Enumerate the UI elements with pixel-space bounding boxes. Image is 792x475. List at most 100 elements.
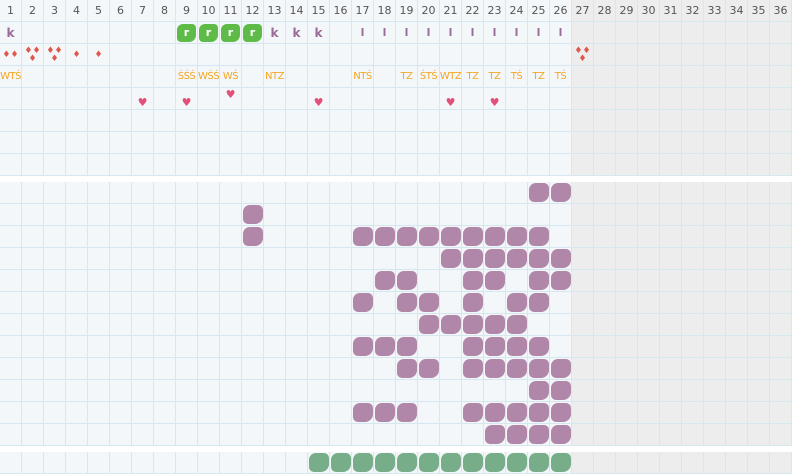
day-cell[interactable]: [660, 110, 682, 132]
day-cell[interactable]: [352, 204, 374, 226]
day-cell[interactable]: [242, 292, 264, 314]
day-cell[interactable]: [616, 424, 638, 446]
day-cell[interactable]: [748, 226, 770, 248]
day-cell[interactable]: [462, 452, 484, 474]
day-cell[interactable]: [418, 402, 440, 424]
day-cell[interactable]: [396, 336, 418, 358]
day-cell[interactable]: [176, 270, 198, 292]
day-cell[interactable]: [726, 132, 748, 154]
day-cell[interactable]: [462, 44, 484, 66]
day-cell[interactable]: [264, 336, 286, 358]
day-cell[interactable]: [374, 270, 396, 292]
day-cell[interactable]: [154, 402, 176, 424]
day-cell[interactable]: [352, 182, 374, 204]
day-cell[interactable]: [440, 132, 462, 154]
day-cell[interactable]: [462, 336, 484, 358]
day-cell[interactable]: [528, 154, 550, 176]
day-cell[interactable]: r: [198, 22, 220, 44]
day-cell[interactable]: ♦: [66, 44, 88, 66]
day-cell[interactable]: [550, 182, 572, 204]
day-cell[interactable]: [440, 380, 462, 402]
day-cell[interactable]: [506, 380, 528, 402]
day-cell[interactable]: [154, 380, 176, 402]
day-cell[interactable]: [374, 248, 396, 270]
day-cell[interactable]: [506, 270, 528, 292]
day-cell[interactable]: [22, 402, 44, 424]
day-cell[interactable]: [286, 380, 308, 402]
day-cell[interactable]: [418, 380, 440, 402]
day-cell[interactable]: [198, 248, 220, 270]
day-cell[interactable]: [572, 358, 594, 380]
day-cell[interactable]: [572, 22, 594, 44]
day-cell[interactable]: [330, 132, 352, 154]
day-cell[interactable]: [374, 154, 396, 176]
day-cell[interactable]: [198, 110, 220, 132]
day-cell[interactable]: [330, 88, 352, 110]
day-cell[interactable]: [484, 380, 506, 402]
day-cell[interactable]: [44, 336, 66, 358]
day-cell[interactable]: [528, 292, 550, 314]
day-cell[interactable]: [550, 270, 572, 292]
day-cell[interactable]: [22, 204, 44, 226]
day-cell[interactable]: [374, 336, 396, 358]
day-cell[interactable]: [374, 358, 396, 380]
day-cell[interactable]: [176, 452, 198, 474]
day-cell[interactable]: [748, 314, 770, 336]
day-cell[interactable]: [88, 380, 110, 402]
day-cell[interactable]: [220, 226, 242, 248]
day-cell[interactable]: [176, 248, 198, 270]
day-cell[interactable]: [176, 314, 198, 336]
day-cell[interactable]: [484, 270, 506, 292]
day-cell[interactable]: r: [220, 22, 242, 44]
day-cell[interactable]: [748, 270, 770, 292]
day-cell[interactable]: [638, 402, 660, 424]
day-cell[interactable]: [528, 336, 550, 358]
day-cell[interactable]: [396, 292, 418, 314]
day-cell[interactable]: [704, 110, 726, 132]
day-cell[interactable]: [704, 88, 726, 110]
day-cell[interactable]: [44, 132, 66, 154]
day-cell[interactable]: [748, 22, 770, 44]
day-cell[interactable]: [330, 270, 352, 292]
day-cell[interactable]: [704, 336, 726, 358]
day-cell[interactable]: [484, 314, 506, 336]
day-cell[interactable]: [660, 424, 682, 446]
day-cell[interactable]: [66, 380, 88, 402]
day-cell[interactable]: [770, 292, 792, 314]
day-cell[interactable]: [748, 110, 770, 132]
day-cell[interactable]: [462, 204, 484, 226]
day-cell[interactable]: [462, 292, 484, 314]
day-cell[interactable]: [352, 336, 374, 358]
day-cell[interactable]: [726, 248, 748, 270]
day-cell[interactable]: [264, 204, 286, 226]
day-cell[interactable]: [374, 110, 396, 132]
day-cell[interactable]: [286, 424, 308, 446]
day-cell[interactable]: [440, 270, 462, 292]
day-cell[interactable]: [330, 314, 352, 336]
day-cell[interactable]: [66, 248, 88, 270]
day-cell[interactable]: [110, 248, 132, 270]
day-cell[interactable]: [264, 182, 286, 204]
day-cell[interactable]: [638, 270, 660, 292]
day-cell[interactable]: [330, 182, 352, 204]
day-cell[interactable]: [506, 204, 528, 226]
day-cell[interactable]: [154, 270, 176, 292]
day-cell[interactable]: [110, 154, 132, 176]
day-cell[interactable]: [704, 314, 726, 336]
day-cell[interactable]: [440, 110, 462, 132]
day-cell[interactable]: [352, 110, 374, 132]
day-cell[interactable]: [0, 424, 22, 446]
day-cell[interactable]: [682, 452, 704, 474]
day-cell[interactable]: [352, 292, 374, 314]
day-cell[interactable]: [0, 204, 22, 226]
day-cell[interactable]: ♥: [132, 88, 154, 110]
day-cell[interactable]: [132, 314, 154, 336]
day-cell[interactable]: [308, 292, 330, 314]
day-cell[interactable]: [22, 88, 44, 110]
day-cell[interactable]: [462, 358, 484, 380]
day-cell[interactable]: [176, 154, 198, 176]
day-cell[interactable]: [286, 314, 308, 336]
day-cell[interactable]: [0, 314, 22, 336]
day-cell[interactable]: [198, 154, 220, 176]
day-cell[interactable]: [660, 226, 682, 248]
